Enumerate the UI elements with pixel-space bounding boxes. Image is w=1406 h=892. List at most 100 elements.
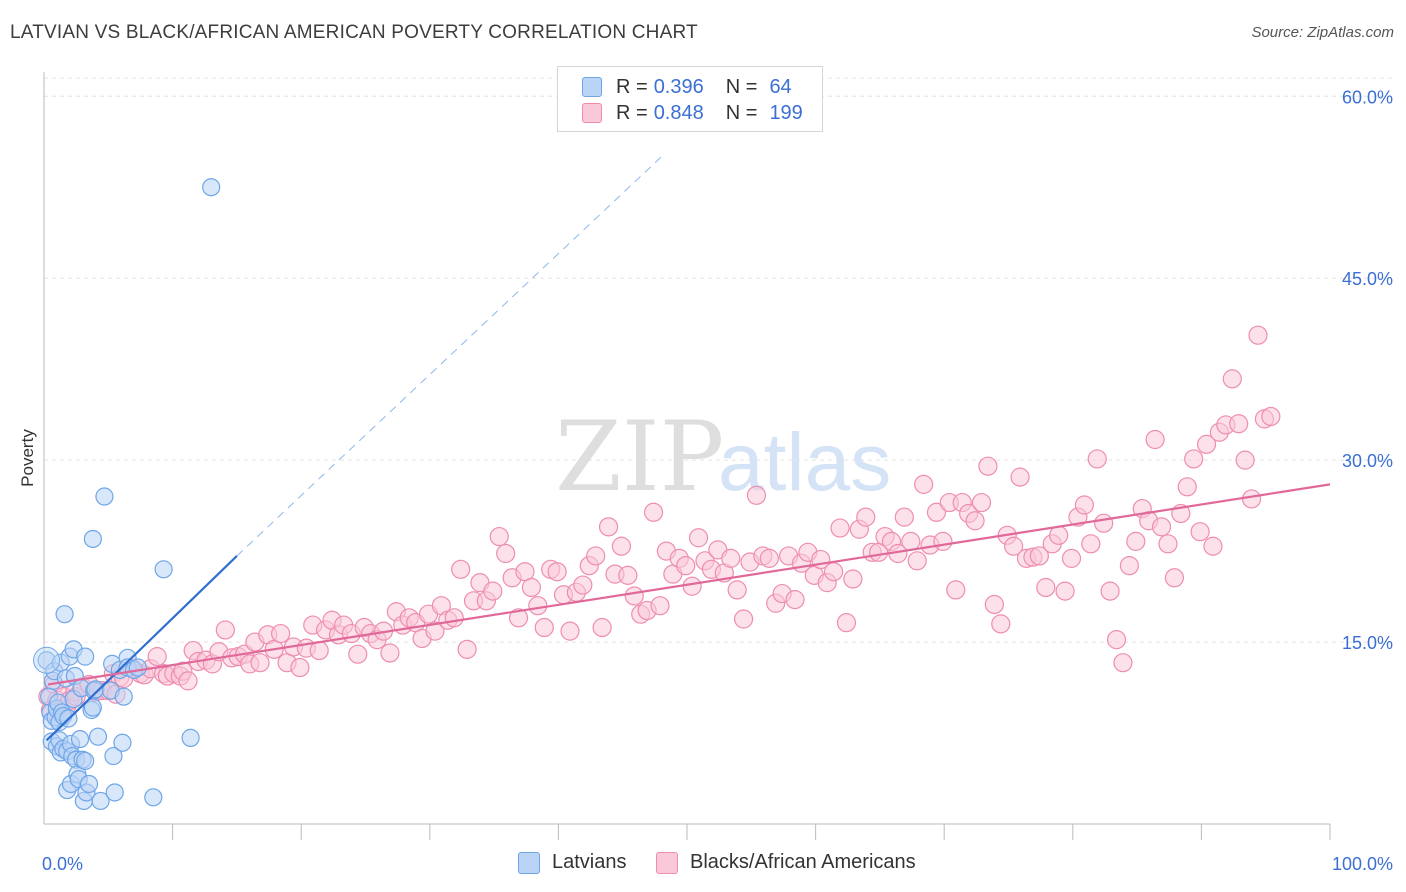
black-point	[1158, 534, 1178, 554]
black-point	[1010, 467, 1030, 487]
black-point	[250, 653, 270, 673]
black-point	[901, 531, 921, 551]
latvian-legend-swatch	[518, 851, 540, 874]
black-point	[643, 502, 664, 522]
black-point	[215, 620, 235, 640]
y-tick-label: 30.0%	[1342, 451, 1393, 471]
black-point	[907, 551, 927, 571]
black-point	[830, 518, 850, 538]
black-point	[147, 647, 167, 667]
black-point	[598, 517, 619, 537]
black-point	[676, 556, 696, 576]
black-point	[508, 608, 529, 628]
black-point	[1074, 495, 1094, 515]
black-point	[1100, 581, 1120, 601]
black-point	[348, 644, 368, 664]
latvian-point	[70, 729, 90, 749]
legend-item-black[interactable]: Blacks/African Americans	[656, 851, 916, 874]
legend-label-black: Blacks/African Americans	[690, 851, 916, 873]
black-point	[1261, 406, 1281, 427]
black-point	[1248, 325, 1268, 345]
latvian-point	[76, 647, 95, 666]
black-point	[1049, 525, 1069, 545]
series-legend: Latvians Blacks/African Americans	[0, 851, 1406, 879]
black-series-points	[38, 325, 1281, 720]
black-point	[971, 492, 992, 513]
latvian-point	[181, 728, 200, 747]
black-point	[1235, 450, 1255, 470]
black-point	[1126, 531, 1146, 551]
black-point	[624, 586, 644, 606]
black-point	[1004, 536, 1024, 556]
source-credit: Source: ZipAtlas.com	[1251, 24, 1394, 41]
black-point	[380, 643, 400, 663]
n-label: N =	[725, 101, 758, 124]
black-point	[978, 456, 998, 476]
black-point	[611, 536, 632, 556]
y-tick-label: 15.0%	[1342, 633, 1393, 653]
tick-labels: 15.0% 30.0% 45.0% 60.0% 0.0% 100.0%	[42, 87, 1393, 874]
n-label: N =	[725, 75, 758, 98]
r-value-latvians: 0.396	[653, 75, 704, 98]
x-tick-label: 0.0%	[42, 854, 83, 874]
black-point	[650, 596, 670, 616]
latvian-point	[113, 733, 132, 752]
black-point	[1119, 556, 1139, 576]
black-point	[914, 474, 934, 494]
watermark-atlas: atlas	[718, 417, 891, 508]
black-point	[1055, 581, 1075, 601]
black-point	[1036, 577, 1056, 598]
latvian-point	[104, 746, 123, 766]
correlation-legend: R = 0.396 N = 64 R = 0.848 N = 199	[557, 66, 823, 132]
black-point	[290, 657, 310, 678]
black-point	[528, 596, 548, 616]
r-value-black: 0.848	[653, 101, 704, 124]
black-point	[496, 543, 516, 564]
black-point	[618, 565, 638, 585]
black-point	[547, 562, 567, 582]
latvian-series-points	[33, 178, 221, 811]
latvian-point	[83, 529, 102, 549]
black-point	[1145, 429, 1165, 450]
black-point	[534, 617, 554, 638]
black-point	[1177, 477, 1197, 497]
black-point	[592, 617, 612, 638]
latvian-point	[154, 560, 173, 579]
black-point	[1094, 513, 1114, 533]
black-point	[1164, 568, 1184, 588]
latvian-point	[95, 487, 114, 506]
black-point	[425, 621, 445, 641]
black-point	[843, 569, 863, 589]
black-point	[733, 609, 754, 629]
latvian-point	[55, 605, 74, 624]
n-value-latvians: 64	[769, 75, 792, 98]
latvian-swatch	[582, 77, 602, 97]
black-point	[856, 507, 876, 527]
black-point	[894, 507, 914, 527]
latvian-point	[128, 658, 147, 677]
latvian-point	[144, 788, 163, 807]
black-point	[746, 485, 767, 505]
black-point	[1241, 489, 1262, 509]
black-point	[926, 502, 947, 522]
legend-item-latvians[interactable]: Latvians	[518, 851, 627, 874]
black-point	[1061, 548, 1082, 568]
r-label: R =	[616, 75, 648, 98]
black-point	[785, 590, 805, 610]
legend-row-latvians: R = 0.396 N = 64	[582, 74, 792, 100]
black-point	[1151, 517, 1172, 537]
black-swatch	[582, 103, 602, 123]
black-point	[271, 623, 291, 644]
black-point	[984, 594, 1004, 615]
black-point	[946, 580, 966, 600]
latvian-point	[33, 646, 61, 674]
black-point	[489, 526, 509, 547]
black-point	[483, 581, 503, 601]
latvian-point	[79, 774, 99, 794]
black-point	[178, 671, 198, 691]
black-point	[1029, 546, 1049, 566]
black-point	[444, 608, 464, 628]
latvian-point	[76, 751, 95, 771]
black-point	[586, 546, 606, 566]
black-point	[1196, 434, 1217, 454]
